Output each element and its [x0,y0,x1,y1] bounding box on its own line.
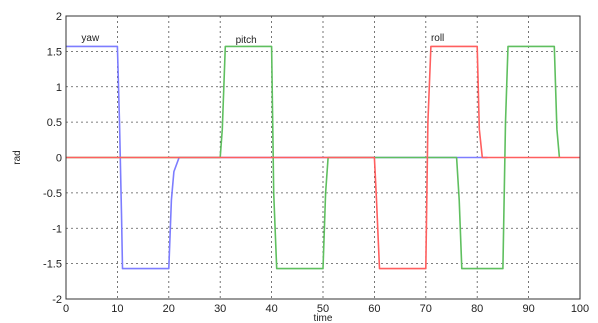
series-layer [66,45,580,270]
y-tick-label: 1 [56,82,62,94]
y-tick-label: 1.5 [47,46,62,58]
plot-frame [65,15,581,300]
annotation-yaw: yaw [81,33,100,44]
x-tick-label: 90 [522,303,534,315]
x-tick-label: 100 [571,303,589,315]
x-tick-label: 20 [163,303,175,315]
x-tick-label: 30 [214,303,226,315]
annotation-roll: roll [431,33,444,44]
x-axis-label: time [314,313,333,323]
y-axis-label: rad [12,150,23,164]
y-tick-label: -0.5 [43,188,62,200]
y-tick-label: -2 [52,294,62,306]
x-tick-label: 70 [420,303,432,315]
series-line-2 [66,45,580,270]
x-tick-label: 80 [471,303,483,315]
annotation-pitch: pitch [236,35,257,46]
annotations: yaw pitch roll [81,33,444,46]
tick-labels: 0 10 20 30 40 50 60 70 80 90 100 2 1.5 1 0.5 0 -0.5 -1 -1.… [43,11,589,315]
y-tick-label: -1.5 [43,259,62,271]
x-tick-label: 50 [317,303,329,315]
x-tick-label: 60 [368,303,380,315]
series-line-1 [66,45,561,270]
x-tick-label: 40 [265,303,277,315]
y-tick-label: -1 [52,223,62,235]
x-tick-label: 10 [111,303,123,315]
y-tick-label: 2 [56,11,62,23]
y-tick-label: 0 [56,153,62,165]
x-tick-label: 0 [63,303,69,315]
y-tick-label: 0.5 [47,117,62,129]
